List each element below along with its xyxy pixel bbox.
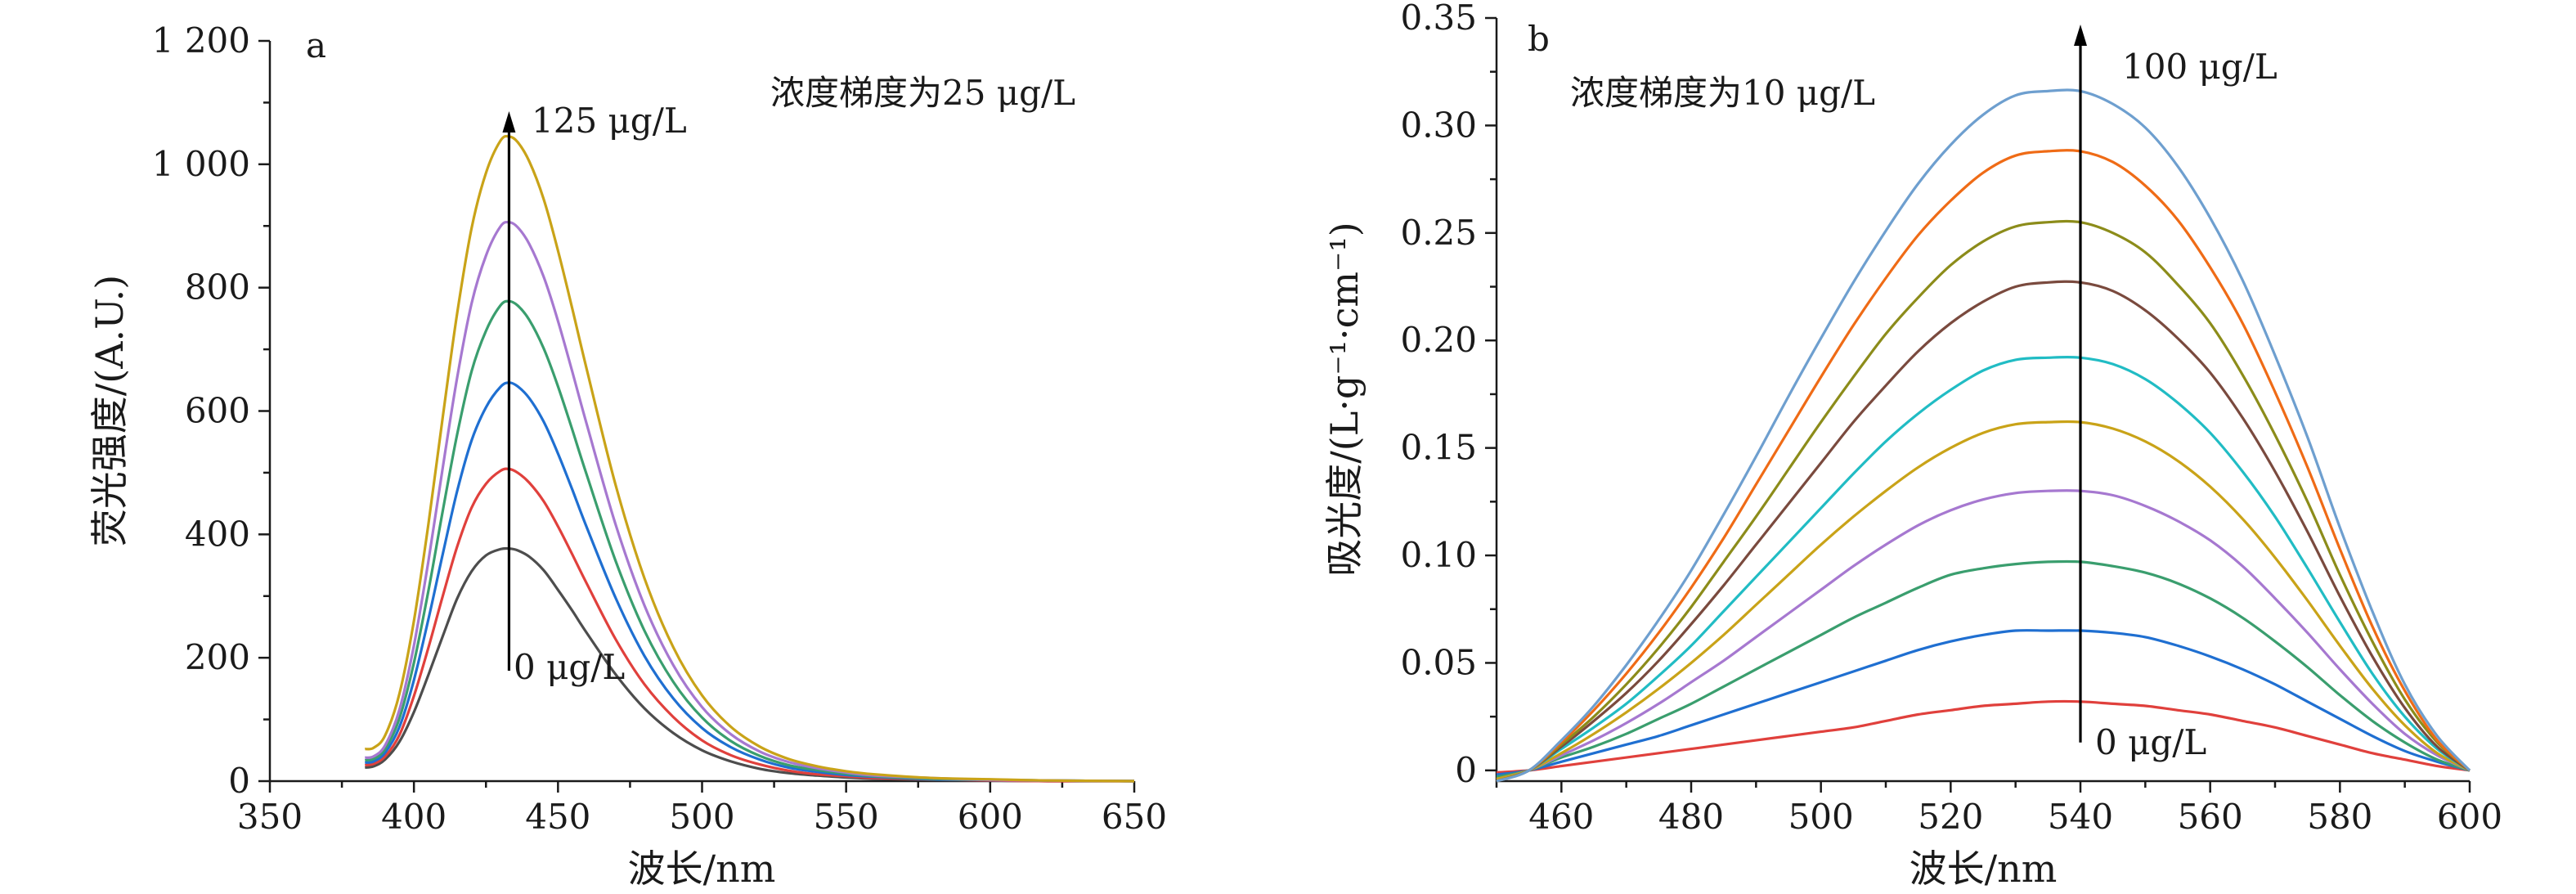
y-tick-label: 600 (185, 391, 250, 431)
series-line-3 (365, 381, 1135, 783)
series-line-3 (1496, 559, 2471, 779)
y-tick-label: 0.15 (1400, 428, 1477, 468)
x-tick-label: 520 (1918, 797, 1983, 837)
arrow-bottom-label: 0 μg/L (514, 647, 625, 687)
x-axis-title: 波长/nm (628, 847, 776, 891)
x-tick-label: 400 (381, 797, 447, 837)
x-tick-label: 350 (237, 797, 303, 837)
arrow-head (502, 111, 516, 133)
y-tick-label: 0 (1455, 750, 1477, 790)
x-tick-label: 460 (1528, 797, 1594, 837)
x-tick-label: 480 (1658, 797, 1724, 837)
arrow-bottom-label: 0 μg/L (2095, 722, 2206, 762)
y-tick-label: 0.35 (1400, 0, 1477, 38)
y-tick-label: 800 (185, 267, 250, 308)
y-axis-title: 荧光强度/(A.U.) (88, 275, 132, 546)
panel-a: 0 200 400 600 800 1 000 1 200 350 400 450 500 550 60… (88, 20, 1167, 891)
arrow-top-label: 125 μg/L (532, 101, 687, 141)
series-line-6 (1496, 355, 2471, 783)
y-tick-label: 0.10 (1400, 535, 1477, 575)
y-tick-label: 0.05 (1400, 642, 1477, 682)
y-axis-title: 吸光度/(L·g⁻¹·cm⁻¹) (1322, 222, 1367, 576)
gradient-note: 浓度梯度为25 μg/L (770, 73, 1075, 113)
series-line-9 (1496, 149, 2471, 783)
series-line-2 (1496, 629, 2471, 776)
series-line-10 (1496, 88, 2471, 783)
x-tick-label: 450 (525, 797, 590, 837)
series-line-6 (365, 134, 1135, 783)
x-tick-label: 550 (814, 797, 879, 837)
y-tick-label: 0.30 (1400, 105, 1477, 145)
x-tick-label: 500 (669, 797, 734, 837)
y-tick-label: 0.25 (1400, 213, 1477, 253)
x-tick-label: 600 (958, 797, 1023, 837)
series-line-7 (1496, 280, 2471, 783)
y-tick-label: 200 (185, 637, 250, 677)
series-line-8 (1496, 219, 2471, 783)
series-line-4 (1496, 489, 2471, 780)
series-line-1 (1496, 699, 2471, 775)
y-tick-label: 400 (185, 514, 250, 554)
x-tick-label: 650 (1102, 797, 1167, 837)
y-tick-label: 0 (228, 761, 250, 801)
x-tick-label: 500 (1788, 797, 1854, 837)
arrow-top-label: 100 μg/L (2122, 47, 2278, 87)
panel-letter: a (306, 25, 326, 65)
panel-b: 0 0.05 0.10 0.15 0.20 0.25 0.30 0.35 460 480 500 52… (1322, 0, 2502, 891)
y-tick-label: 1 000 (152, 144, 250, 184)
x-tick-label: 540 (2048, 797, 2113, 837)
y-tick-label: 0.20 (1400, 320, 1477, 360)
series-line-2 (365, 467, 1135, 783)
gradient-note: 浓度梯度为10 μg/L (1570, 73, 1875, 113)
series-line-5 (365, 220, 1135, 783)
y-tick-label: 1 200 (152, 20, 250, 61)
panel-letter: b (1528, 19, 1550, 59)
series-line-4 (365, 299, 1135, 783)
arrow-head (2074, 25, 2087, 46)
x-tick-label: 580 (2307, 797, 2372, 837)
series-line-5 (1496, 420, 2471, 780)
x-tick-label: 600 (2437, 797, 2502, 837)
x-tick-label: 560 (2178, 797, 2243, 837)
x-axis-title: 波长/nm (1910, 847, 2058, 891)
